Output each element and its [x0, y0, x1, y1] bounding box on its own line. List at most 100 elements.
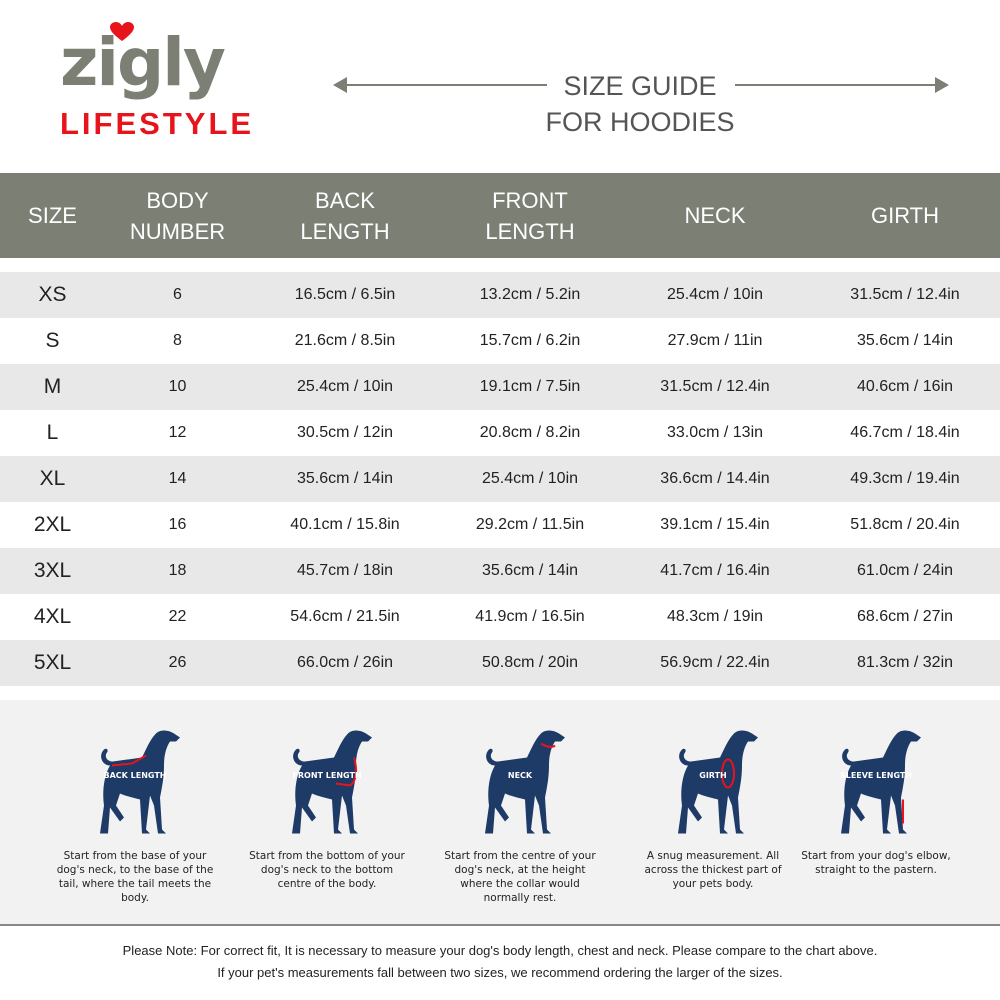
measure-caption: A snug measurement. All across the thick…	[644, 850, 782, 890]
table-cell: XS	[38, 283, 67, 306]
note: Please Note: For correct fit, It is nece…	[0, 940, 1000, 984]
table-cell: 35.6cm / 14in	[481, 562, 579, 579]
column-header: GIRTH	[870, 203, 940, 228]
table-cell: 61.0cm / 24in	[856, 562, 954, 579]
table-cell: 25.4cm / 10in	[296, 378, 394, 395]
table-cell: 40.1cm / 15.8in	[290, 516, 400, 533]
table-cell: 50.8cm / 20in	[481, 654, 579, 671]
zigly-logo: zigly LIFESTYLE	[60, 22, 270, 142]
measurement-guide: BACK LENGTH Start from the base of your d…	[0, 700, 1000, 926]
table-row: 5XL 26 66.0cm / 26in 50.8cm / 20in 56.9cm / …	[0, 640, 1000, 686]
table-cell: 40.6cm / 16in	[856, 378, 954, 395]
heart-icon	[110, 22, 134, 41]
measure-girth: GIRTH A snug measurement. All across the …	[633, 724, 793, 891]
table-cell: 13.2cm / 5.2in	[479, 286, 581, 303]
arrow-right-icon	[735, 77, 949, 93]
table-row: XL 14 35.6cm / 14in 25.4cm / 10in 36.6cm / 1…	[0, 456, 1000, 502]
table-cell: 20.8cm / 8.2in	[479, 424, 581, 441]
table-cell: 39.1cm / 15.4in	[660, 516, 770, 533]
table-cell: 81.3cm / 32in	[856, 654, 954, 671]
measure-sleeve-length: SLEEVE LENGTH Start from your dog's elbow…	[796, 724, 956, 877]
table-cell: 30.5cm / 12in	[296, 424, 394, 441]
column-header: BODY NUMBER	[129, 187, 226, 244]
table-row: XS 6 16.5cm / 6.5in 13.2cm / 5.2in 25.4cm / …	[0, 272, 1000, 318]
logo-sub: LIFESTYLE	[60, 106, 255, 141]
column-header: FRONT LENGTH	[485, 187, 575, 244]
logo-word: zigly	[60, 24, 226, 101]
table-cell: 35.6cm / 14in	[856, 332, 954, 349]
table-cell: 31.5cm / 12.4in	[850, 286, 960, 303]
measure-label: FRONT LENGTH	[292, 771, 362, 780]
table-cell: 54.6cm / 21.5in	[290, 608, 400, 625]
measure-back-length: BACK LENGTH Start from the base of your d…	[55, 724, 215, 905]
table-cell: M	[43, 375, 62, 398]
table-cell: 8	[173, 332, 182, 349]
table-cell: 25.4cm / 10in	[666, 286, 764, 303]
table-row: 2XL 16 40.1cm / 15.8in 29.2cm / 11.5in 39.1c…	[0, 502, 1000, 548]
table-cell: 16	[168, 516, 187, 533]
measure-caption: Start from your dog's elbow, straight to…	[801, 850, 951, 876]
table-cell: 66.0cm / 26in	[296, 654, 394, 671]
table-cell: 36.6cm / 14.4in	[660, 470, 770, 487]
table-cell: 45.7cm / 18in	[296, 562, 394, 579]
table-cell: 46.7cm / 18.4in	[850, 424, 960, 441]
table-cell: 56.9cm / 22.4in	[660, 654, 770, 671]
table-cell: 41.7cm / 16.4in	[660, 562, 770, 579]
table-cell: 18	[168, 562, 187, 579]
page-title: SIZE GUIDE FOR HOODIES	[330, 68, 950, 140]
measure-label: BACK LENGTH	[103, 771, 167, 780]
measure-caption: Start from the centre of your dog's neck…	[444, 850, 596, 904]
title-line2: FOR HOODIES	[545, 107, 735, 137]
table-cell: 49.3cm / 19.4in	[850, 470, 960, 487]
table-cell: 33.0cm / 13in	[666, 424, 764, 441]
table-cell: 6	[173, 286, 182, 303]
table-cell: 21.6cm / 8.5in	[294, 332, 396, 349]
table-cell: 2XL	[33, 513, 72, 536]
table-cell: 5XL	[33, 651, 72, 674]
measure-label: GIRTH	[699, 771, 727, 780]
table-cell: 35.6cm / 14in	[296, 470, 394, 487]
column-header: SIZE	[28, 203, 77, 228]
measure-front-length: FRONT LENGTH Start from the bottom of you…	[247, 724, 407, 891]
table-cell: S	[45, 329, 60, 352]
table-cell: 27.9cm / 11in	[667, 332, 763, 349]
table-cell: 25.4cm / 10in	[481, 470, 579, 487]
table-cell: 26	[168, 654, 187, 671]
dog-silhouette-icon	[841, 730, 921, 834]
table-cell: 41.9cm / 16.5in	[475, 608, 585, 625]
dog-silhouette-icon	[678, 730, 758, 834]
table-cell: 68.6cm / 27in	[856, 608, 954, 625]
measure-neck: NECK Start from the centre of your dog's …	[440, 724, 600, 905]
table-header: SIZE BODY NUMBER BACK LENGTH FRONT LENGTH NE…	[0, 173, 1000, 258]
table-row: S 8 21.6cm / 8.5in 15.7cm / 6.2in 27.9cm / 1…	[0, 318, 1000, 364]
table-cell: 3XL	[33, 559, 72, 582]
size-table: XS 6 16.5cm / 6.5in 13.2cm / 5.2in 25.4cm / …	[0, 272, 1000, 686]
table-cell: 16.5cm / 6.5in	[294, 286, 396, 303]
table-cell: 15.7cm / 6.2in	[479, 332, 581, 349]
measure-label: SLEEVE LENGTH	[839, 771, 913, 780]
arrow-left-icon	[333, 77, 547, 93]
dog-silhouette-icon	[100, 730, 180, 834]
measure-caption: Start from the bottom of your dog's neck…	[249, 850, 405, 890]
table-cell: 51.8cm / 20.4in	[850, 516, 960, 533]
table-cell: 22	[168, 608, 187, 625]
table-cell: 29.2cm / 11.5in	[475, 516, 585, 533]
table-row: 3XL 18 45.7cm / 18in 35.6cm / 14in 41.7cm / …	[0, 548, 1000, 594]
table-row: M 10 25.4cm / 10in 19.1cm / 7.5in 31.5cm / 1…	[0, 364, 1000, 410]
table-cell: 48.3cm / 19in	[666, 608, 764, 625]
column-header: NECK	[684, 203, 746, 228]
table-cell: 10	[168, 378, 187, 395]
table-row: 4XL 22 54.6cm / 21.5in 41.9cm / 16.5in 48.3c…	[0, 594, 1000, 640]
measure-label: NECK	[507, 771, 533, 780]
dog-silhouette-icon	[485, 730, 565, 834]
table-cell: 19.1cm / 7.5in	[479, 378, 581, 395]
column-header: BACK LENGTH	[300, 187, 390, 244]
table-row: L 12 30.5cm / 12in 20.8cm / 8.2in 33.0cm / 1…	[0, 410, 1000, 456]
measure-caption: Start from the base of your dog's neck, …	[56, 850, 214, 904]
note-line1: Please Note: For correct fit, It is nece…	[122, 943, 878, 958]
dog-silhouette-icon	[292, 730, 372, 834]
table-cell: 4XL	[33, 605, 72, 628]
table-cell: 14	[168, 470, 187, 487]
table-cell: 31.5cm / 12.4in	[660, 378, 770, 395]
note-line2: If your pet's measurements fall between …	[217, 965, 783, 980]
